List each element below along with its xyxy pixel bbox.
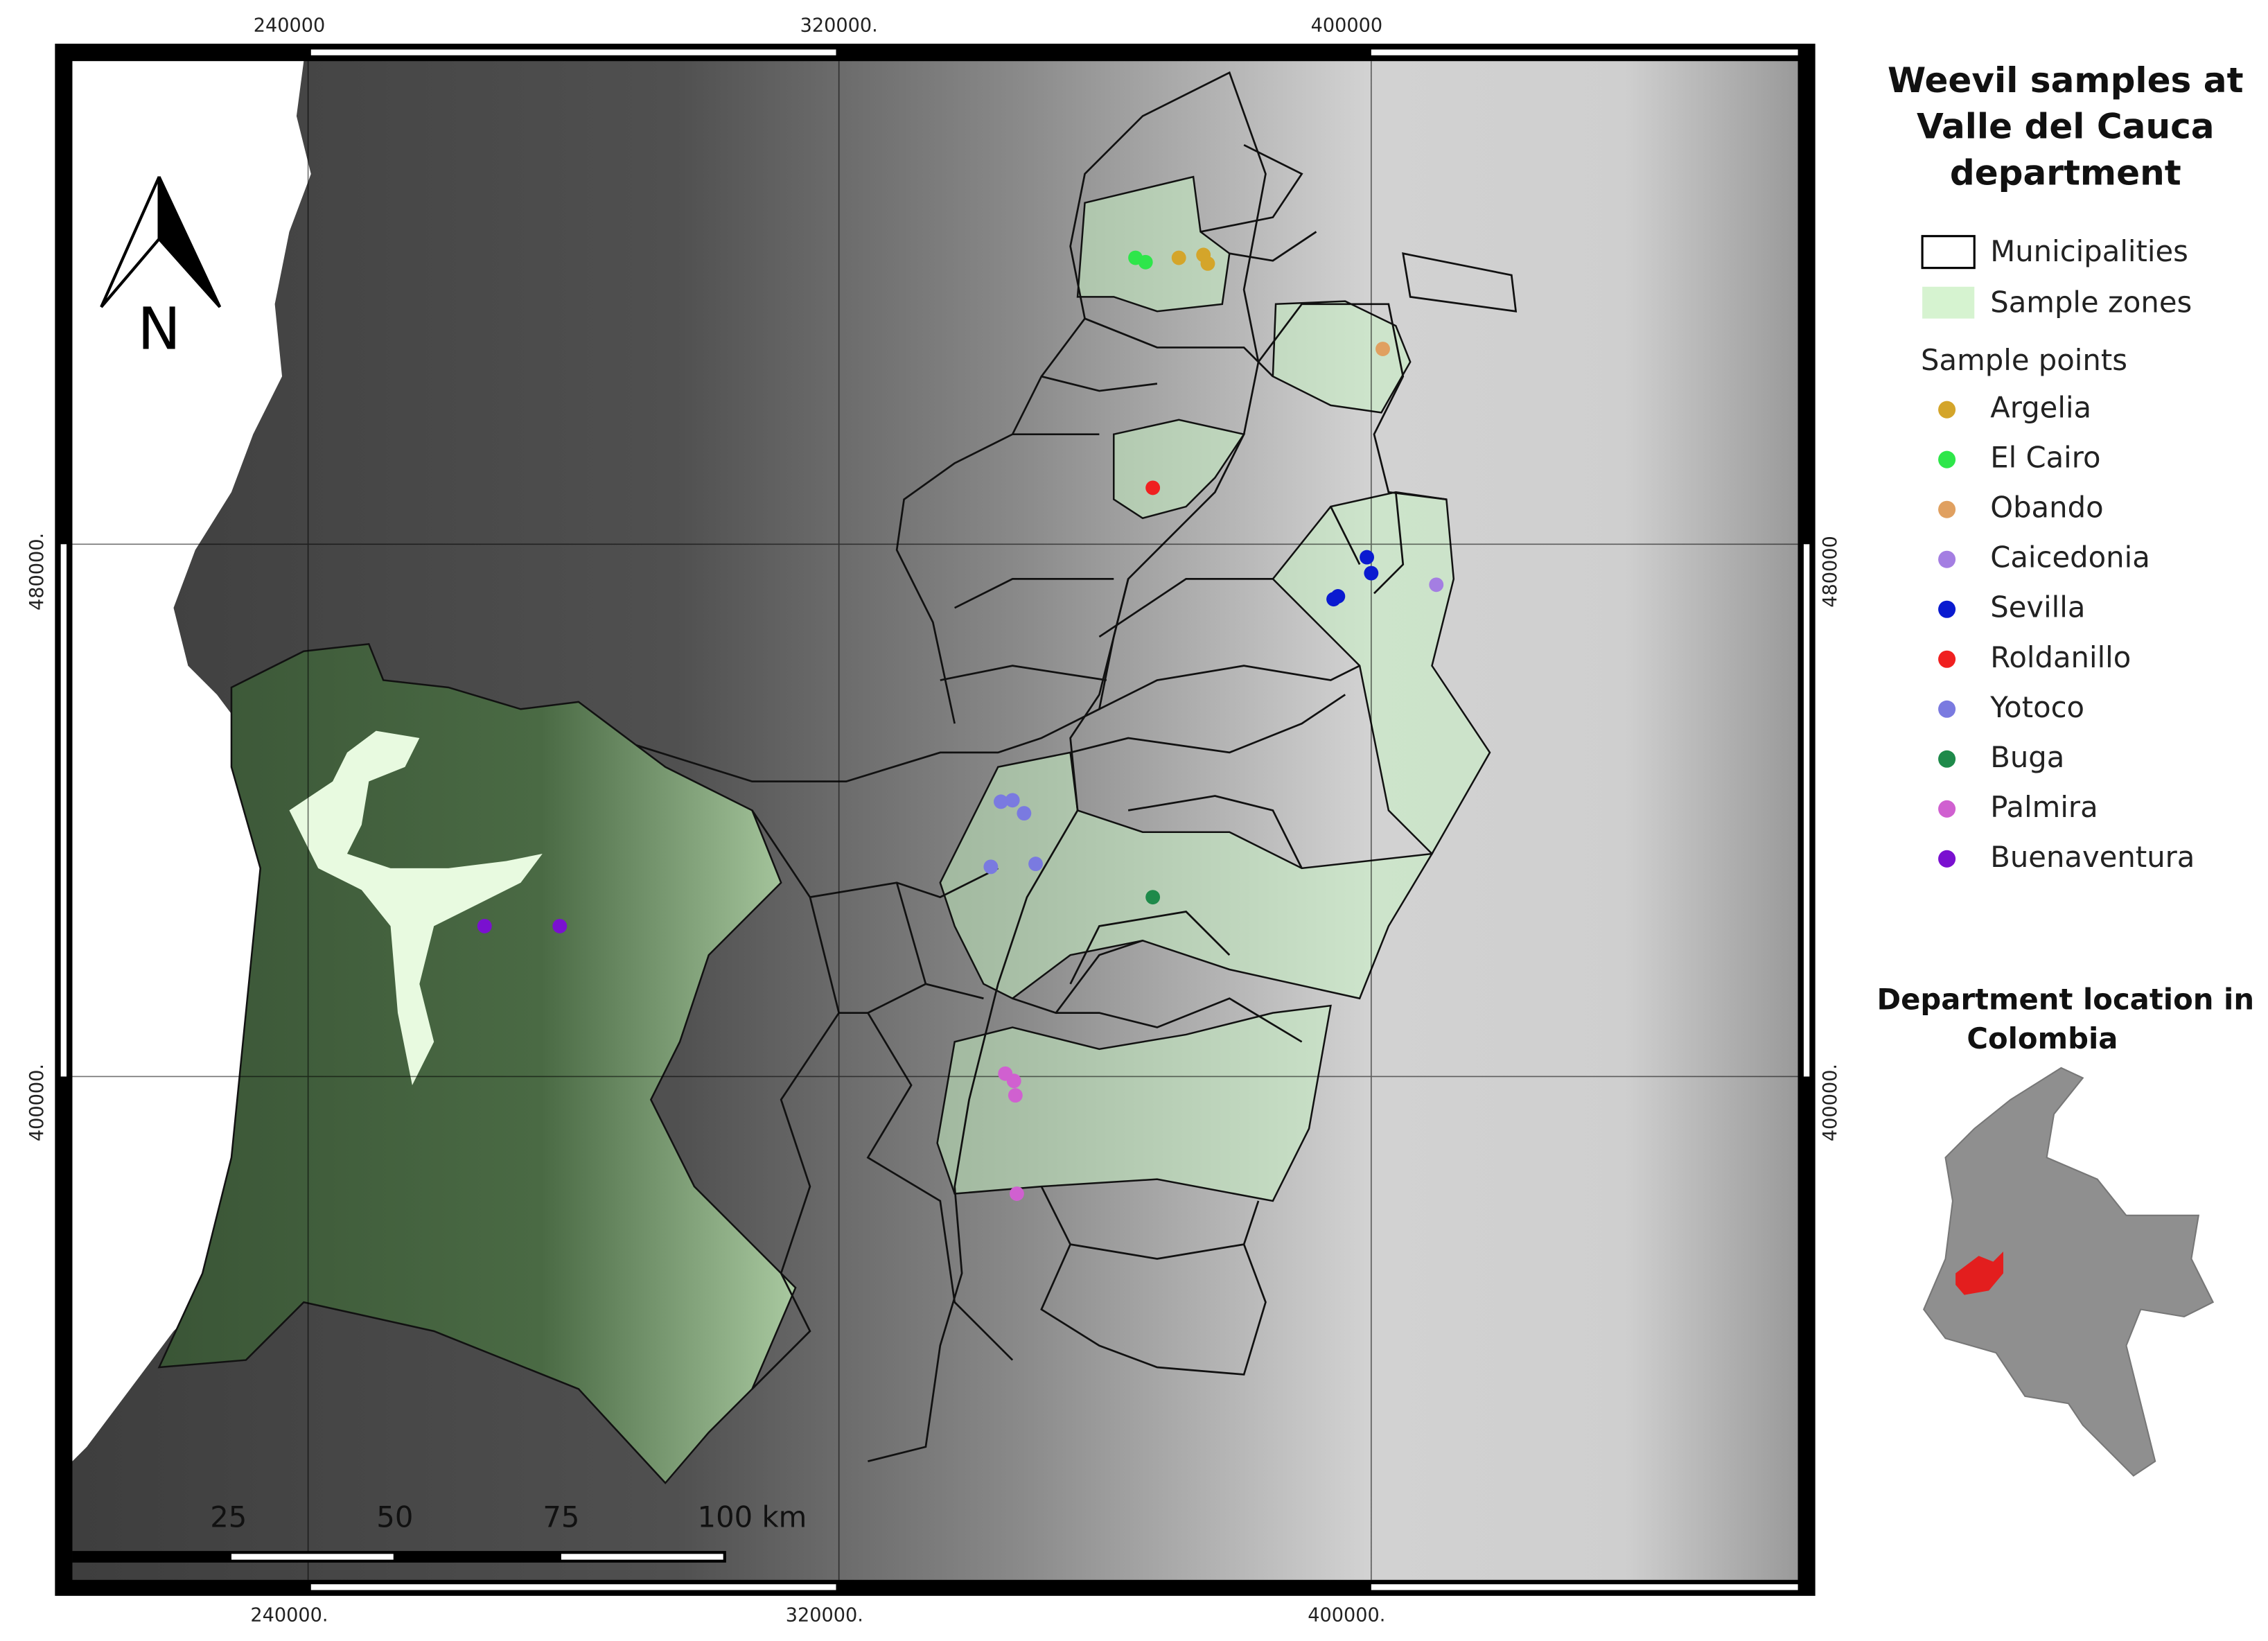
legend-marker — [1938, 750, 1956, 768]
scale-label: 25 — [210, 1500, 247, 1534]
legend-swatch — [1921, 235, 1976, 270]
sample-point — [1429, 577, 1444, 593]
legend-swatch — [1922, 286, 1975, 319]
legend-label: Buga — [1990, 740, 2064, 774]
sample-points — [477, 247, 1444, 1201]
sample-point — [477, 918, 492, 933]
legend-marker — [1938, 850, 1956, 868]
grid-label: 320000. — [800, 15, 878, 37]
municipalities — [636, 71, 1518, 1463]
legend-label: El Cairo — [1990, 441, 2100, 475]
graticule — [72, 61, 1798, 1580]
legend-subtitle: Sample points — [1921, 343, 2127, 377]
sample-point — [983, 859, 999, 875]
grid-label: 480000. — [26, 533, 48, 611]
grid-label: 400000. — [1308, 1605, 1385, 1626]
legend-label: Roldanillo — [1990, 640, 2131, 674]
frame-ticks — [60, 49, 1810, 1590]
sample-point — [1145, 890, 1161, 905]
legend-title: Valle del Cauca — [1917, 107, 2215, 147]
sample-point — [1330, 589, 1346, 604]
scale-bar: 25 50 75 100 km — [72, 1500, 807, 1563]
grid-label: 320000. — [786, 1605, 863, 1626]
inset: Department location in Colombia — [1876, 982, 2254, 1477]
sample-point — [1006, 1073, 1021, 1089]
legend-label: Argelia — [1990, 391, 2091, 425]
scale-label: 100 km — [698, 1500, 807, 1534]
legend-label: Sample zones — [1990, 285, 2192, 319]
sample-point — [1360, 550, 1375, 565]
inset-title: Department location in — [1876, 982, 2254, 1016]
sample-point — [1375, 342, 1390, 356]
sample-point — [1008, 1088, 1023, 1103]
sample-point — [1171, 250, 1186, 265]
legend-label: Municipalities — [1990, 234, 2188, 268]
legend-marker — [1938, 401, 1956, 419]
legend-marker — [1938, 650, 1956, 668]
legend-label: Palmira — [1990, 790, 2098, 824]
sample-point — [1009, 1186, 1024, 1201]
grid-label: 400000. — [26, 1064, 48, 1141]
legend: Weevil samples at Valle del Cauca depart… — [1888, 60, 2244, 874]
legend-marker — [1938, 550, 1956, 568]
grid-label: 400000 — [1311, 15, 1383, 37]
estuary — [289, 730, 543, 1085]
colombia — [1923, 1067, 2215, 1477]
north-arrow: N — [100, 176, 222, 363]
legend-label: Sevilla — [1990, 590, 2085, 624]
sample-point — [1145, 480, 1161, 495]
legend-marker — [1938, 800, 1956, 818]
sample-point — [1138, 254, 1153, 270]
sample-point — [1017, 806, 1032, 820]
legend-label: Buenaventura — [1990, 840, 2195, 874]
sample-point — [994, 794, 1008, 809]
map-body: N 25 50 75 100 km — [72, 61, 1798, 1580]
inset-title: Colombia — [1967, 1021, 2118, 1055]
grid-label: 400000. — [1820, 1064, 1841, 1141]
grid-label: 240000. — [250, 1605, 328, 1626]
sample-point — [552, 918, 568, 933]
legend-title: Weevil samples at — [1888, 60, 2244, 100]
sample-point — [1005, 793, 1020, 808]
legend-marker — [1938, 600, 1956, 618]
valle-del-cauca — [1955, 1252, 2004, 1295]
grid-label: 480000 — [1820, 536, 1841, 608]
sample-point — [1364, 565, 1379, 581]
legend-label: Yotoco — [1989, 690, 2084, 724]
scale-label: 50 — [376, 1500, 413, 1534]
scale-label: 75 — [543, 1500, 579, 1534]
sample-point — [1200, 256, 1215, 271]
legend-label: Obando — [1990, 491, 2103, 525]
legend-title: department — [1950, 153, 2181, 193]
legend-marker — [1938, 700, 1956, 718]
north-label: N — [137, 296, 180, 363]
legend-marker — [1938, 500, 1956, 518]
grid-label: 240000 — [254, 15, 326, 37]
legend-label: Caicedonia — [1990, 541, 2150, 574]
legend-marker — [1938, 450, 1956, 468]
sample-point — [1028, 857, 1043, 872]
